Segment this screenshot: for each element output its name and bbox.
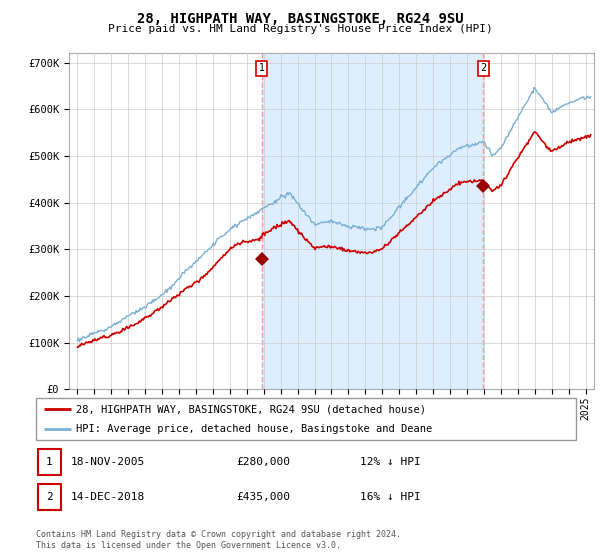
Text: Contains HM Land Registry data © Crown copyright and database right 2024.: Contains HM Land Registry data © Crown c… bbox=[36, 530, 401, 539]
Text: 16% ↓ HPI: 16% ↓ HPI bbox=[360, 492, 421, 502]
Text: 1: 1 bbox=[259, 63, 265, 73]
Text: 28, HIGHPATH WAY, BASINGSTOKE, RG24 9SU: 28, HIGHPATH WAY, BASINGSTOKE, RG24 9SU bbox=[137, 12, 463, 26]
Text: Price paid vs. HM Land Registry's House Price Index (HPI): Price paid vs. HM Land Registry's House … bbox=[107, 24, 493, 34]
Text: HPI: Average price, detached house, Basingstoke and Deane: HPI: Average price, detached house, Basi… bbox=[77, 424, 433, 433]
Bar bbox=[38, 484, 61, 510]
Text: £280,000: £280,000 bbox=[236, 457, 290, 466]
Bar bbox=[38, 449, 61, 475]
Text: 28, HIGHPATH WAY, BASINGSTOKE, RG24 9SU (detached house): 28, HIGHPATH WAY, BASINGSTOKE, RG24 9SU … bbox=[77, 404, 427, 414]
Text: 14-DEC-2018: 14-DEC-2018 bbox=[71, 492, 145, 502]
Text: 12% ↓ HPI: 12% ↓ HPI bbox=[360, 457, 421, 466]
Text: £435,000: £435,000 bbox=[236, 492, 290, 502]
Text: This data is licensed under the Open Government Licence v3.0.: This data is licensed under the Open Gov… bbox=[36, 541, 341, 550]
Text: 18-NOV-2005: 18-NOV-2005 bbox=[71, 457, 145, 466]
Text: 2: 2 bbox=[480, 63, 486, 73]
Bar bbox=[262, 53, 483, 389]
Text: 2: 2 bbox=[46, 492, 53, 502]
Text: 1: 1 bbox=[46, 457, 53, 466]
